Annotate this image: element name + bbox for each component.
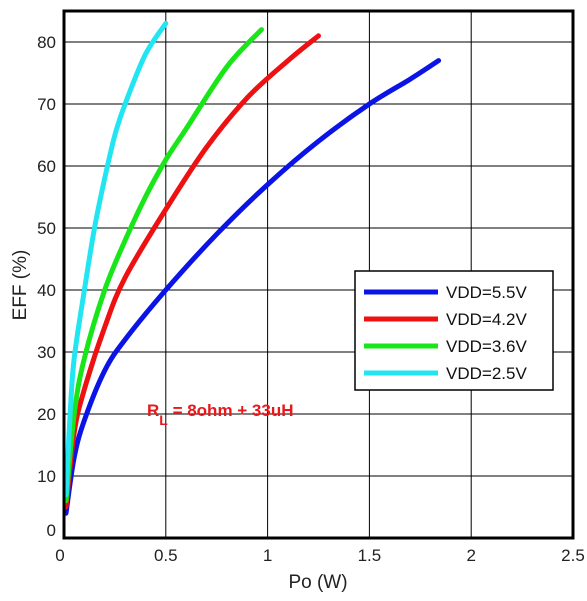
y-tick-label: 30 [37, 343, 56, 362]
annotation-rest: = 8ohm + 33uH [168, 401, 294, 420]
y-tick-label: 20 [37, 405, 56, 424]
annotation: RL = 8ohm + 33uH [147, 401, 294, 428]
series-line-vdd-4-2v [63, 33, 321, 510]
x-tick-label: 2 [466, 546, 475, 565]
y-tick-label: 70 [37, 95, 56, 114]
legend-label-vdd-3-6v: VDD=3.6V [446, 337, 527, 356]
legend-label-vdd-5-5v: VDD=5.5V [446, 283, 527, 302]
y-axis-label: EFF (%) [10, 250, 31, 321]
series-line-vdd-3-6v [63, 27, 264, 504]
legend-label-vdd-4-2v: VDD=4.2V [446, 310, 527, 329]
annotation-main: R [147, 401, 159, 420]
y-tick-label: 60 [37, 157, 56, 176]
x-tick-label: 2.5 [561, 546, 585, 565]
y-tick-label: 80 [37, 33, 56, 52]
annotation-subscript: L [159, 412, 168, 428]
series-line-vdd-2-5v [63, 20, 169, 498]
y-tick-label: 50 [37, 219, 56, 238]
x-tick-label: 0.5 [154, 546, 178, 565]
legend: VDD=5.5V VDD=4.2V VDD=3.6V VDD=2.5V [354, 270, 554, 391]
y-tick-label: 0 [47, 521, 56, 540]
x-tick-label: 0 [55, 546, 64, 565]
plot-frame [62, 9, 575, 540]
x-tick-label: 1.5 [358, 546, 382, 565]
x-tick-label: 1 [263, 546, 272, 565]
tick-labels: 0 0.5 1 1.5 2 2.5 0 10 20 30 40 50 60 70 80 [37, 33, 585, 565]
series-lines [63, 20, 442, 516]
series-line-vdd-5-5v [63, 58, 442, 516]
y-tick-label: 40 [37, 281, 56, 300]
legend-label-vdd-2-5v: VDD=2.5V [446, 364, 527, 383]
y-tick-label: 10 [37, 467, 56, 486]
x-axis-label: Po (W) [288, 572, 347, 593]
